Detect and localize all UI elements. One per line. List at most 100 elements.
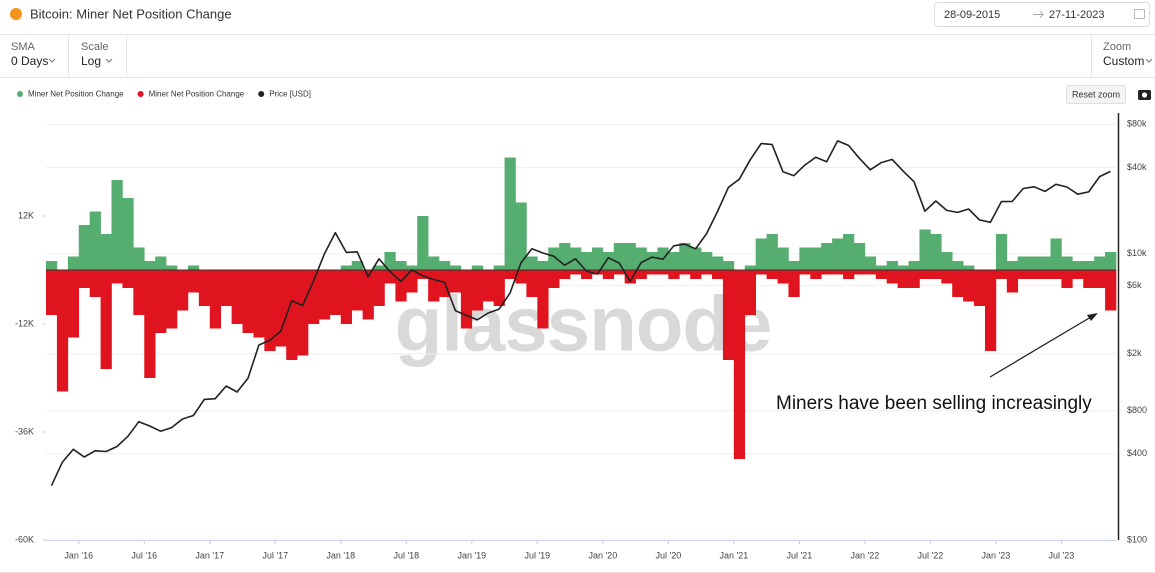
y2-tick-label: $10k [1127, 248, 1147, 258]
bar [875, 270, 888, 279]
bar [1083, 270, 1095, 288]
chevron[interactable] [105, 58, 113, 63]
bar [89, 270, 101, 297]
bar [821, 270, 833, 275]
bar [373, 265, 385, 270]
bar [515, 202, 527, 270]
bar [166, 265, 178, 270]
bar [1061, 270, 1073, 288]
bar [668, 270, 680, 279]
bar [864, 256, 877, 270]
bar [526, 270, 538, 297]
bar [602, 252, 615, 270]
bar [78, 225, 90, 270]
bar [198, 270, 211, 306]
bar [100, 234, 112, 270]
legend-label: Price [USD] [269, 90, 311, 99]
bar [701, 252, 713, 270]
bar [493, 270, 505, 306]
bar [777, 270, 789, 284]
camera-icon[interactable] [1138, 90, 1151, 100]
bar [777, 247, 789, 270]
scale-value[interactable]: Log [81, 54, 101, 68]
bar [351, 270, 363, 311]
bar [1050, 270, 1062, 279]
bar [963, 265, 975, 270]
reset-zoom-button[interactable] [1066, 85, 1126, 104]
chevron[interactable] [48, 58, 56, 63]
bar [395, 261, 407, 270]
bar [384, 252, 396, 270]
sma-value[interactable]: 0 Days [11, 54, 48, 68]
bar [733, 270, 746, 459]
bar [908, 261, 920, 270]
x-tick-label: Jan '16 [64, 550, 93, 560]
bar [417, 216, 429, 270]
annotation: Miners have been selling increasingly [776, 393, 1092, 414]
bar [220, 270, 232, 306]
x-tick-label: Jul '21 [787, 550, 813, 560]
bar [941, 270, 953, 284]
bar [133, 247, 145, 270]
bar [668, 252, 680, 270]
date-from[interactable]: 28-09-2015 [944, 9, 1000, 21]
bar [297, 270, 309, 356]
calendar-icon[interactable] [1134, 9, 1145, 19]
bar [1105, 270, 1117, 311]
bar [613, 243, 625, 270]
bar [974, 270, 986, 306]
bar [995, 234, 1008, 270]
x-tick-label: Jan '17 [195, 550, 224, 560]
bar [897, 270, 909, 288]
bar [439, 261, 451, 270]
bar [493, 265, 505, 270]
bar [613, 270, 625, 275]
bar [318, 270, 331, 320]
bar [952, 261, 964, 270]
bar [133, 270, 145, 315]
legend-marker [17, 91, 23, 97]
bar [471, 265, 484, 270]
bar [635, 247, 647, 270]
bar [275, 270, 287, 347]
bar [755, 238, 767, 270]
bar [67, 256, 80, 270]
x-tick-label: Jul '19 [524, 550, 550, 560]
legend-label: Miner Net Position Change [28, 90, 124, 99]
bar [449, 270, 462, 293]
bar [1094, 270, 1106, 288]
bar [570, 270, 582, 275]
legend-marker [137, 91, 144, 97]
reset-zoom-label[interactable]: Reset zoom [1072, 89, 1120, 99]
x-tick-label: Jan '22 [851, 550, 880, 560]
bar [111, 270, 123, 284]
bar [177, 270, 189, 311]
bar [690, 270, 702, 279]
zoom-value[interactable]: Custom [1103, 54, 1144, 68]
bar [657, 270, 669, 275]
bar [875, 265, 888, 270]
bar [264, 270, 276, 351]
x-tick-label: Jul '18 [393, 550, 419, 560]
chevron[interactable] [1145, 58, 1153, 63]
annotation-arrow [989, 313, 1097, 378]
bar [253, 270, 265, 338]
bar [1028, 270, 1040, 279]
bar [679, 270, 691, 275]
bar [78, 270, 90, 288]
date-to[interactable]: 27-11-2023 [1049, 9, 1104, 21]
bar [930, 270, 942, 279]
plot: $80k $40k $10k $6k $2k $800 $400 $100 12K -12K -36… [15, 90, 1147, 561]
bar [340, 265, 353, 270]
bar [417, 270, 429, 279]
bar [832, 270, 844, 275]
bar [755, 270, 767, 275]
bar [504, 157, 516, 270]
bar [1105, 252, 1117, 270]
bar [591, 247, 604, 270]
bar [766, 270, 778, 279]
bar [209, 270, 221, 329]
bar [832, 238, 844, 270]
y-tick-label: -60K [15, 534, 34, 544]
bar [581, 252, 593, 270]
